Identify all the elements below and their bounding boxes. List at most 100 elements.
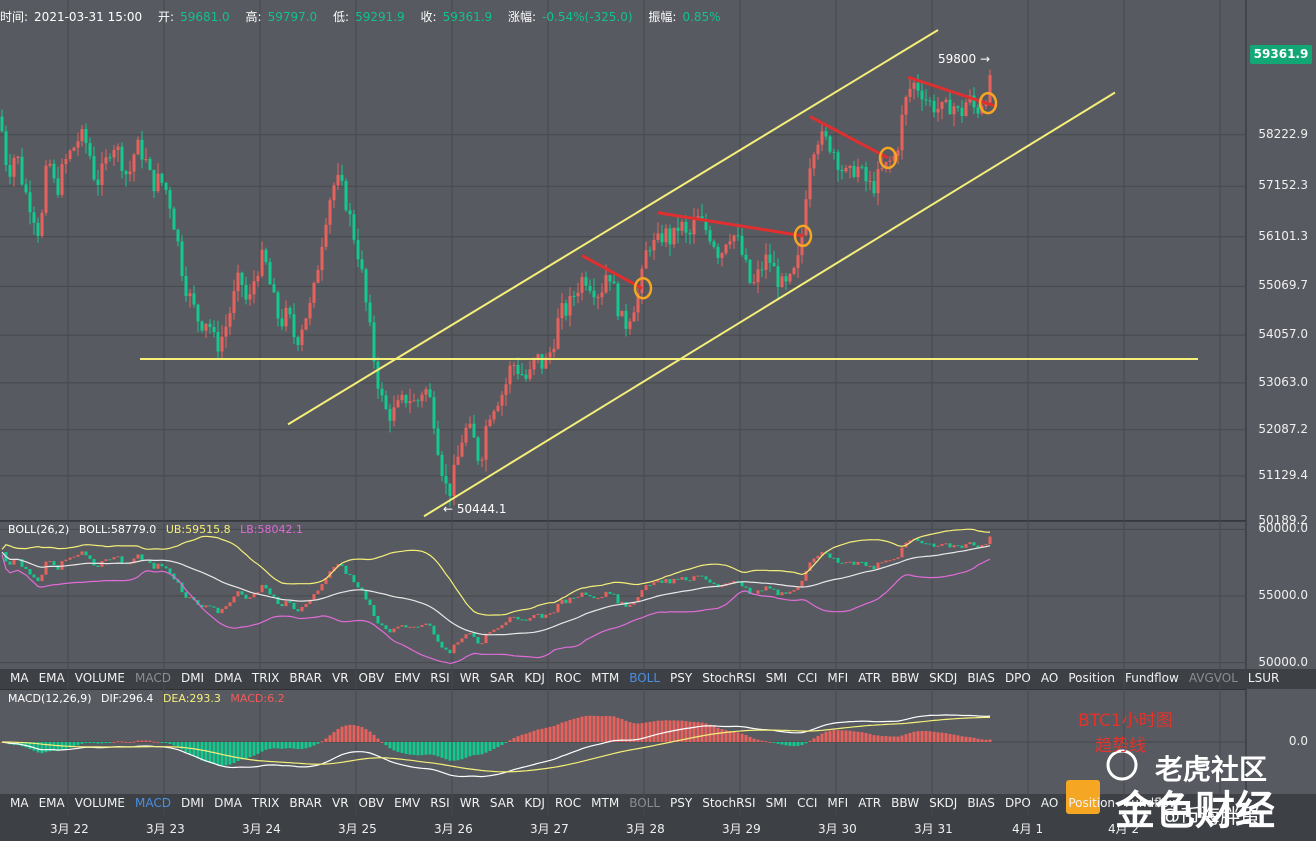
boll-candle bbox=[76, 554, 80, 557]
indicator-tab-trix[interactable]: TRIX bbox=[251, 671, 280, 685]
boll-candle bbox=[636, 596, 640, 603]
indicator-tab-sar[interactable]: SAR bbox=[489, 796, 515, 810]
boll-candle bbox=[440, 641, 444, 648]
indicator-tab-emv[interactable]: EMV bbox=[394, 671, 421, 685]
indicator-tab-avgvol[interactable]: AVGVOL bbox=[1188, 671, 1238, 685]
indicator-tab-wr[interactable]: WR bbox=[459, 671, 480, 685]
indicator-tab-ema[interactable]: EMA bbox=[38, 671, 65, 685]
indicator-tab-sar[interactable]: SAR bbox=[489, 671, 515, 685]
candle-body bbox=[876, 169, 880, 194]
indicator-tab-dmi[interactable]: DMI bbox=[180, 671, 205, 685]
indicator-tab-atr[interactable]: ATR bbox=[858, 671, 882, 685]
time-axis: 3月 22 3月 23 3月 24 3月 25 3月 26 3月 27 3月 28 3月 29… bbox=[0, 818, 1316, 836]
indicator-tab-bias[interactable]: BIAS bbox=[967, 796, 995, 810]
boll-candle bbox=[624, 601, 628, 607]
indicator-tab-ao[interactable]: AO bbox=[1040, 796, 1059, 810]
indicator-tab-mfi[interactable]: MFI bbox=[827, 671, 849, 685]
indicator-tab-lsur[interactable]: LSUR bbox=[1247, 671, 1280, 685]
boll-candle bbox=[280, 603, 284, 607]
macd-histogram-bar bbox=[32, 742, 36, 751]
indicator-tab-dma[interactable]: DMA bbox=[214, 671, 242, 685]
indicator-tab-roc[interactable]: ROC bbox=[554, 796, 582, 810]
indicator-tab-wr[interactable]: WR bbox=[459, 796, 480, 810]
candle-body bbox=[272, 284, 276, 293]
candle-body bbox=[64, 158, 68, 165]
indicator-tab-bias[interactable]: BIAS bbox=[967, 671, 995, 685]
indicator-tab-brar[interactable]: BRAR bbox=[289, 796, 322, 810]
indicator-tab-macd[interactable]: MACD bbox=[134, 671, 171, 685]
indicator-tab-bbw[interactable]: BBW bbox=[891, 671, 920, 685]
indicator-tab-kdj[interactable]: KDJ bbox=[524, 796, 545, 810]
macd-histogram-bar bbox=[544, 727, 548, 742]
indicator-tab-trix[interactable]: TRIX bbox=[251, 796, 280, 810]
macd-histogram-bar bbox=[384, 742, 388, 746]
indicator-tab-psy[interactable]: PSY bbox=[670, 671, 693, 685]
indicator-tab-vr[interactable]: VR bbox=[331, 796, 349, 810]
indicator-tab-cci[interactable]: CCI bbox=[797, 796, 818, 810]
indicator-tab-dpo[interactable]: DPO bbox=[1004, 796, 1031, 810]
indicator-tab-position[interactable]: Position bbox=[1068, 671, 1116, 685]
indicator-tab-mtm[interactable]: MTM bbox=[591, 796, 620, 810]
indicator-tab-cci[interactable]: CCI bbox=[797, 671, 818, 685]
indicator-tab-bbw[interactable]: BBW bbox=[891, 796, 920, 810]
candle-body bbox=[744, 254, 748, 260]
candle-body bbox=[540, 354, 544, 369]
indicator-tab-volume[interactable]: VOLUME bbox=[74, 796, 125, 810]
indicator-tab-ma[interactable]: MA bbox=[10, 671, 29, 685]
indicator-tab-rsi[interactable]: RSI bbox=[430, 796, 450, 810]
indicator-tab-emv[interactable]: EMV bbox=[394, 796, 421, 810]
indicator-tab-volume[interactable]: VOLUME bbox=[74, 671, 125, 685]
indicator-tab-smi[interactable]: SMI bbox=[765, 796, 788, 810]
indicator-tab-ema[interactable]: EMA bbox=[38, 796, 65, 810]
indicator-tab-roc[interactable]: ROC bbox=[554, 671, 582, 685]
indicator-tab-ma[interactable]: MA bbox=[10, 796, 29, 810]
indicator-tab-atr[interactable]: ATR bbox=[858, 796, 882, 810]
boll-candle bbox=[828, 553, 832, 558]
indicator-tab-obv[interactable]: OBV bbox=[358, 671, 385, 685]
indicator-tab-boll[interactable]: BOLL bbox=[629, 796, 661, 810]
indicator-tab-stochrsi[interactable]: StochRSI bbox=[702, 796, 756, 810]
boll-candle bbox=[200, 604, 204, 608]
macd-histogram-bar bbox=[428, 742, 432, 755]
boll-candle bbox=[500, 625, 504, 629]
indicator-tab-ao[interactable]: AO bbox=[1040, 671, 1059, 685]
boll-candle bbox=[728, 582, 732, 584]
indicator-tab-position[interactable]: Position bbox=[1068, 796, 1116, 810]
indicator-tab-skdj[interactable]: SKDJ bbox=[929, 796, 958, 810]
boll-candle bbox=[196, 600, 200, 605]
indicator-tab-skdj[interactable]: SKDJ bbox=[929, 671, 958, 685]
indicator-tab-rsi[interactable]: RSI bbox=[430, 671, 450, 685]
macd-histogram-bar bbox=[136, 740, 140, 742]
indicator-tab-smi[interactable]: SMI bbox=[765, 671, 788, 685]
macd-histogram-bar bbox=[312, 742, 316, 746]
indicator-tab-boll[interactable]: BOLL bbox=[629, 671, 661, 685]
indicator-tab-dmi[interactable]: DMI bbox=[180, 796, 205, 810]
macd-histogram-bar bbox=[684, 721, 688, 742]
macd-histogram-bar bbox=[848, 730, 852, 742]
candle-body bbox=[120, 146, 124, 172]
candle-body bbox=[552, 348, 556, 353]
boll-candle bbox=[416, 626, 420, 628]
indicator-tab-mfi[interactable]: MFI bbox=[827, 796, 849, 810]
indicator-tab-dma[interactable]: DMA bbox=[214, 796, 242, 810]
indicator-tab-brar[interactable]: BRAR bbox=[289, 671, 322, 685]
indicator-tab-fundflow[interactable]: Fundflow bbox=[1125, 796, 1179, 810]
candle-body bbox=[448, 483, 452, 497]
boll-candle bbox=[640, 590, 644, 597]
macd-histogram-bar bbox=[852, 731, 856, 742]
indicator-tab-macd[interactable]: MACD bbox=[134, 796, 171, 810]
indicator-tab-psy[interactable]: PSY bbox=[670, 796, 693, 810]
indicator-tab-mtm[interactable]: MTM bbox=[591, 671, 620, 685]
candle-body bbox=[596, 297, 600, 299]
macd-histogram-bar bbox=[432, 742, 436, 756]
boll-candle bbox=[968, 542, 972, 545]
indicator-tab-dpo[interactable]: DPO bbox=[1004, 671, 1031, 685]
indicator-tab-obv[interactable]: OBV bbox=[358, 796, 385, 810]
candle-body bbox=[476, 437, 480, 461]
indicator-tab-stochrsi[interactable]: StochRSI bbox=[702, 671, 756, 685]
indicator-tab-kdj[interactable]: KDJ bbox=[524, 671, 545, 685]
candle-body bbox=[768, 254, 772, 263]
indicator-tab-fundflow[interactable]: Fundflow bbox=[1125, 671, 1179, 685]
indicator-tab-vr[interactable]: VR bbox=[331, 671, 349, 685]
boll-candle bbox=[656, 580, 660, 583]
